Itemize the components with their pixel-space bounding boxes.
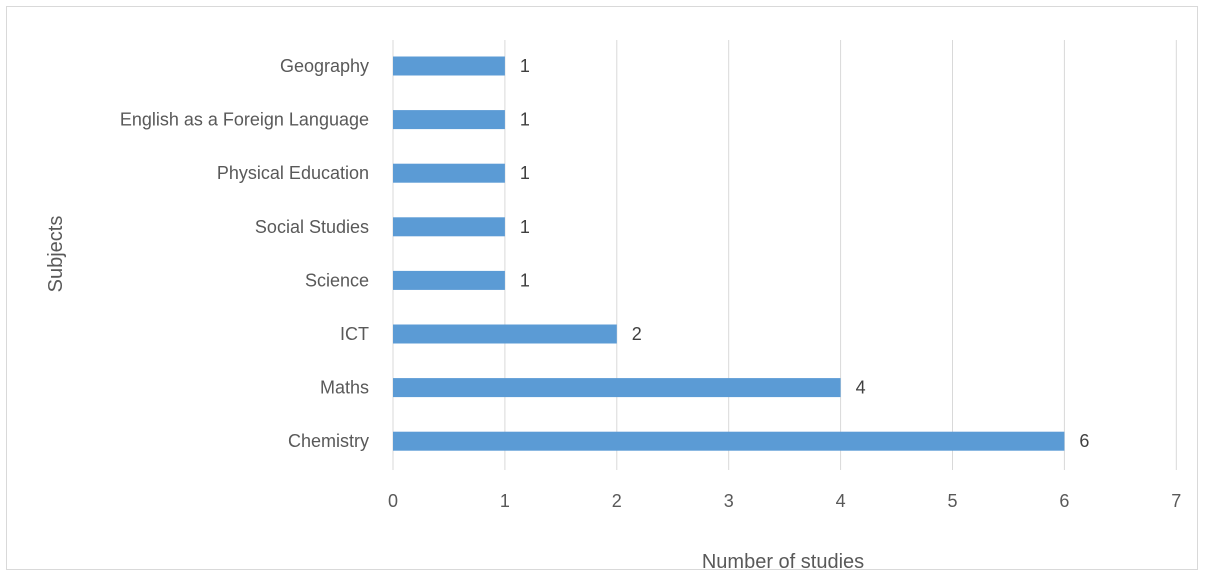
category-label: Geography: [280, 56, 369, 76]
category-label: Chemistry: [288, 431, 369, 451]
data-label: 6: [1079, 431, 1089, 451]
y-axis-title: Subjects: [45, 216, 67, 293]
x-tick-label: 6: [1059, 491, 1069, 511]
data-label: 1: [520, 110, 530, 130]
category-label: Maths: [320, 378, 369, 398]
bar: [393, 324, 617, 344]
bar: [393, 217, 505, 237]
data-label: 2: [632, 324, 642, 344]
bar: [393, 378, 841, 398]
bar: [393, 431, 1065, 451]
data-label: 1: [520, 163, 530, 183]
bar: [393, 163, 505, 183]
x-tick-label: 0: [388, 491, 398, 511]
category-label: Social Studies: [255, 217, 369, 237]
category-label: Science: [305, 270, 369, 290]
x-tick-label: 7: [1171, 491, 1181, 511]
bar: [393, 56, 505, 76]
x-tick-label: 1: [500, 491, 510, 511]
bar: [393, 110, 505, 130]
data-label: 1: [520, 56, 530, 76]
x-axis-title: Number of studies: [702, 551, 864, 573]
data-labels: 1 1 1 1 1 2 4 6: [520, 56, 1090, 451]
x-tick-label: 5: [947, 491, 957, 511]
category-labels: Geography English as a Foreign Language Ph…: [120, 56, 369, 451]
data-label: 4: [856, 378, 866, 398]
x-tick-label: 3: [724, 491, 734, 511]
chart-frame: [6, 6, 1198, 570]
bars: [393, 56, 1065, 451]
data-label: 1: [520, 217, 530, 237]
category-label: ICT: [340, 324, 369, 344]
category-label: English as a Foreign Language: [120, 110, 369, 130]
x-tick-label: 2: [612, 491, 622, 511]
data-label: 1: [520, 270, 530, 290]
bar: [393, 270, 505, 290]
gridlines: [392, 40, 1177, 470]
x-tick-labels: 0 1 2 3 4 5 6 7: [388, 491, 1181, 511]
category-label: Physical Education: [217, 163, 369, 183]
x-tick-label: 4: [836, 491, 846, 511]
